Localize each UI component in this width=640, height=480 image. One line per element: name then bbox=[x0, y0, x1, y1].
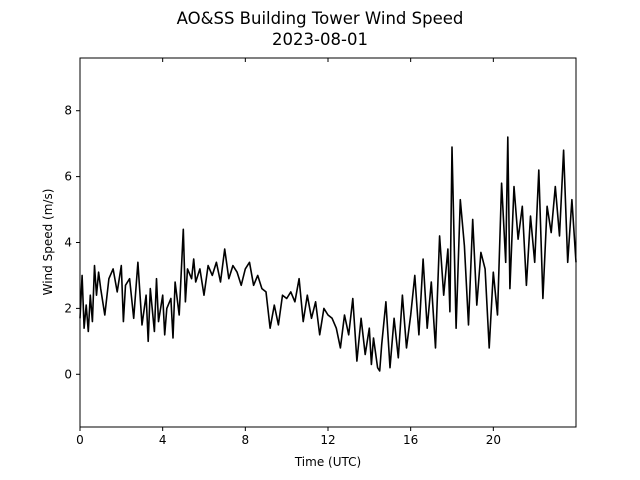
chart-subtitle: 2023-08-01 bbox=[272, 30, 368, 49]
x-tick-label: 4 bbox=[159, 433, 167, 447]
x-tick-label: 0 bbox=[76, 433, 84, 447]
x-axis-label: Time (UTC) bbox=[294, 455, 361, 469]
plot-frame bbox=[79, 57, 577, 428]
y-tick-label: 8 bbox=[64, 104, 72, 118]
y-tick-label: 0 bbox=[64, 367, 72, 381]
x-axis: 0 4 8 12 16 20 bbox=[76, 58, 501, 447]
y-axis-label: Wind Speed (m/s) bbox=[41, 189, 55, 296]
x-tick-label: 12 bbox=[320, 433, 335, 447]
y-axis: 0 2 4 6 8 bbox=[64, 104, 80, 381]
x-tick-label: 16 bbox=[403, 433, 418, 447]
x-tick-label: 8 bbox=[242, 433, 250, 447]
y-tick-label: 6 bbox=[64, 170, 72, 184]
y-tick-label: 4 bbox=[64, 236, 72, 250]
series-layer bbox=[79, 136, 577, 372]
chart-title: AO&SS Building Tower Wind Speed bbox=[177, 9, 464, 28]
wind-speed-series-line bbox=[79, 136, 577, 372]
x-tick-label: 20 bbox=[486, 433, 501, 447]
y-tick-label: 2 bbox=[64, 301, 72, 315]
